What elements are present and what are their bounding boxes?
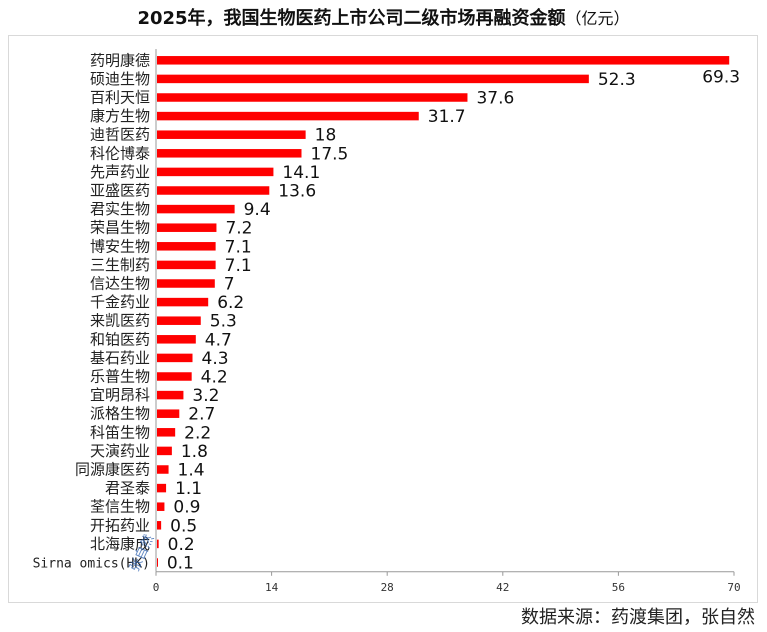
bar <box>157 130 306 139</box>
bar <box>157 223 217 232</box>
bar <box>157 149 302 158</box>
chart-title-unit: （亿元） <box>565 9 630 28</box>
value-label: 13.6 <box>278 182 316 202</box>
bar <box>157 279 215 288</box>
value-label: 0.9 <box>173 498 200 518</box>
x-tick-label: 42 <box>496 581 509 594</box>
chart-title: 2025年，我国生物医药上市公司二级市场再融资金额（亿元） <box>0 4 767 30</box>
value-label: 37.6 <box>476 89 514 109</box>
value-label: 69.3 <box>702 67 740 87</box>
value-label: 0.1 <box>167 554 194 574</box>
bar <box>157 93 468 102</box>
bar <box>157 558 158 567</box>
bar <box>157 74 589 84</box>
value-label: 18 <box>315 126 337 146</box>
x-tick-label: 56 <box>612 581 625 594</box>
value-label: 9.4 <box>244 200 271 220</box>
bar <box>157 390 184 400</box>
value-label: 0.2 <box>168 535 195 555</box>
category-label: 科笛生物 <box>90 423 150 441</box>
value-label: 6.2 <box>217 293 244 313</box>
value-label: 4.2 <box>201 368 228 388</box>
bar <box>157 242 216 251</box>
bar <box>157 111 419 121</box>
value-label: 4.7 <box>205 330 232 350</box>
value-label: 31.7 <box>428 107 466 127</box>
x-tick-label: 70 <box>727 581 740 594</box>
value-label: 7.2 <box>225 219 252 239</box>
bar <box>157 353 193 363</box>
x-tick-label: 0 <box>153 581 160 594</box>
value-label: 2.2 <box>184 423 211 443</box>
value-label: 17.5 <box>311 144 349 164</box>
category-label: 千金药业 <box>90 293 150 311</box>
category-label: 来凯医药 <box>90 312 150 330</box>
value-label: 4.3 <box>202 349 229 369</box>
category-label: 迪哲医药 <box>90 126 150 144</box>
chart-frame <box>8 35 758 603</box>
value-label: 7 <box>224 275 235 295</box>
category-label: 和铂医药 <box>90 330 150 348</box>
category-label: 君圣泰 <box>105 479 150 497</box>
value-label: 1.4 <box>178 461 205 481</box>
bar <box>157 167 274 177</box>
source-note: 数据来源：药渡集团，张自然 <box>521 607 755 628</box>
category-label: 乐普生物 <box>90 368 150 386</box>
category-label: 开拓药业 <box>90 516 150 534</box>
value-label: 1.1 <box>175 479 202 499</box>
bar <box>157 409 180 418</box>
category-label: 信达生物 <box>90 275 150 293</box>
category-label: 派格生物 <box>90 405 150 423</box>
category-label: 天演药业 <box>90 442 150 460</box>
bar <box>157 372 192 381</box>
category-label: 荣昌生物 <box>90 219 150 237</box>
value-label: 0.5 <box>170 516 197 536</box>
category-label: 亚盛医药 <box>90 182 150 200</box>
bar <box>157 446 172 456</box>
bar <box>157 539 159 549</box>
category-label: 先声药业 <box>90 163 150 181</box>
category-label: 宜明昂科 <box>90 386 150 404</box>
category-label: 荃信生物 <box>90 498 150 516</box>
bar <box>157 521 162 530</box>
value-label: 7.1 <box>225 237 252 257</box>
value-label: 14.1 <box>282 163 320 183</box>
chart-title-text: 2025年，我国生物医药上市公司二级市场再融资金额 <box>137 8 566 29</box>
category-label: 康方生物 <box>90 107 150 125</box>
value-label: 7.1 <box>225 256 252 276</box>
category-label: 基石药业 <box>90 349 150 367</box>
value-label: 1.8 <box>181 442 208 462</box>
bar <box>157 297 209 307</box>
value-label: 5.3 <box>210 312 237 332</box>
bar <box>157 335 196 344</box>
category-label: 同源康医药 <box>75 461 150 479</box>
bar <box>157 260 216 270</box>
bar <box>157 483 167 493</box>
category-label: 三生制药 <box>90 256 150 274</box>
category-label: 百利天恒 <box>90 89 150 107</box>
value-label: 52.3 <box>598 70 636 90</box>
value-label: 2.7 <box>188 405 215 425</box>
bar <box>157 186 270 195</box>
bar <box>157 502 165 511</box>
category-label: 硕迪生物 <box>90 70 150 88</box>
bar <box>157 316 201 325</box>
bar <box>157 428 176 437</box>
x-tick-label: 14 <box>265 581 279 594</box>
bar <box>157 56 730 65</box>
value-label: 3.2 <box>192 386 219 406</box>
category-label: 北海康成 <box>90 535 150 553</box>
bar <box>157 204 235 214</box>
bar <box>157 465 169 474</box>
category-label: Sirna omics(HK) <box>33 557 150 572</box>
category-label: 博安生物 <box>90 237 150 255</box>
category-label: 科伦博泰 <box>90 144 150 162</box>
category-label: 药明康德 <box>90 51 150 69</box>
x-tick-label: 28 <box>381 581 394 594</box>
category-label: 君实生物 <box>90 200 150 218</box>
